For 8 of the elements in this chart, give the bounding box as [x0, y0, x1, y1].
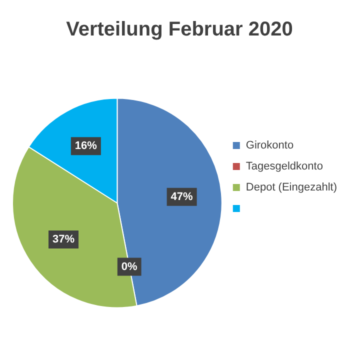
legend-label: Tagesgeldkonto	[246, 160, 323, 173]
data-label: 47%	[170, 190, 194, 203]
legend-label: Girokonto	[246, 140, 294, 152]
text: 0%	[121, 260, 138, 273]
data-label: 37%	[52, 234, 75, 246]
legend-label: Depot (Eingezahlt)	[246, 182, 338, 194]
data-label: 16%	[74, 140, 98, 152]
chart-title: Verteilung Februar 2020	[66, 18, 293, 41]
